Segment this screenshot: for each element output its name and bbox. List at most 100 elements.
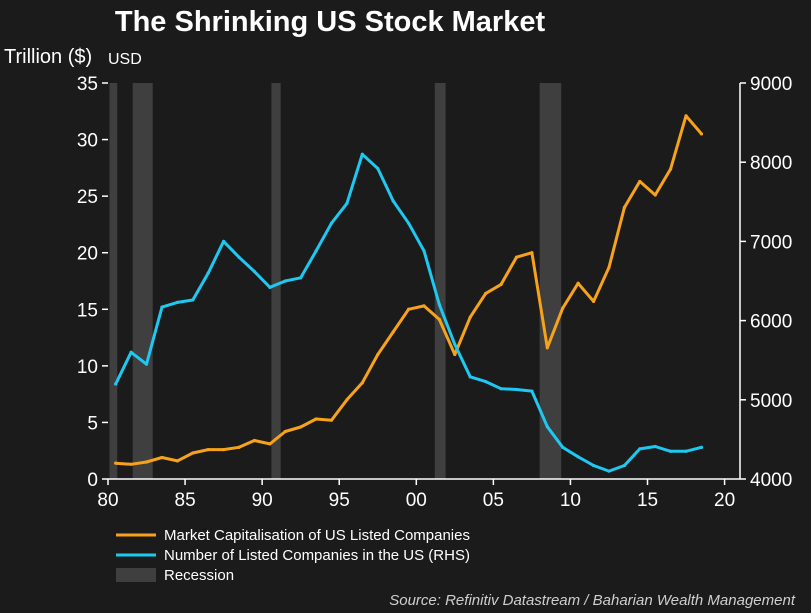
data-point-0 [591,299,596,303]
data-point-1 [530,389,534,393]
data-point-1 [237,255,241,259]
data-point-1 [684,449,688,453]
data-point-1 [222,239,226,243]
data-point-1 [468,375,472,379]
y-left-tick-label: 0 [87,470,98,491]
recession-band-0 [109,83,118,479]
data-point-1 [206,271,210,275]
legend-swatch-recession [116,568,156,582]
recession-band-4 [539,83,562,479]
data-point-0 [530,251,534,255]
data-point-1 [144,362,149,366]
y-left-tick-label: 5 [87,413,98,434]
x-tick-label: 80 [97,490,118,511]
x-tick-label: 15 [637,490,658,511]
series-line-0 [114,114,703,466]
data-point-1 [591,463,596,468]
data-point-0 [268,442,272,446]
data-point-0 [406,307,411,311]
data-point-1 [376,166,380,171]
data-point-0 [684,114,688,118]
recession-band-3 [434,83,446,479]
data-point-0 [314,417,318,421]
data-point-0 [514,255,519,259]
data-point-1 [129,350,133,354]
y-left-tick-label: 35 [77,74,98,95]
data-point-0 [561,306,565,310]
data-point-0 [468,315,472,319]
data-point-1 [653,444,657,449]
data-point-1 [576,455,580,459]
data-point-0 [453,352,457,357]
x-tick-label: 95 [329,490,350,511]
x-tick-label: 10 [560,490,581,511]
y-right-tick-label: 5000 [750,391,792,412]
chart-title: The Shrinking US Stock Market [114,6,546,38]
data-point-0 [638,179,642,184]
y-right-tick-label: 6000 [750,312,792,333]
data-point-0 [437,317,442,322]
data-point-0 [237,445,241,449]
data-point-0 [175,459,179,463]
data-point-1 [561,445,565,449]
x-tick-label: 90 [252,490,273,511]
y-left-tick-label: 30 [77,131,98,152]
recession-band-2 [271,83,281,479]
x-tick-label: 20 [714,490,735,511]
data-point-1 [160,305,164,309]
data-point-1 [669,449,673,453]
x-tick-label: 00 [406,490,427,511]
y-right-tick-label: 4000 [750,470,792,491]
data-point-1 [699,445,704,449]
data-point-0 [144,460,149,464]
data-point-1 [607,469,611,473]
data-point-1 [299,276,303,280]
data-point-0 [391,330,395,334]
data-point-1 [268,285,272,289]
data-point-0 [499,282,503,286]
data-point-0 [545,346,549,350]
data-point-1 [422,249,426,253]
data-point-0 [669,167,673,171]
y-left-tick-label: 25 [77,187,98,208]
data-point-0 [360,381,364,385]
data-point-1 [252,269,257,274]
data-point-1 [437,303,442,307]
legend-label-0: Market Capitalisation of US Listed Compa… [164,527,470,544]
series-line-1 [114,152,703,473]
data-point-0 [653,193,657,197]
data-point-1 [622,463,626,468]
data-point-1 [329,221,334,225]
y-left-tick-label: 20 [77,244,98,265]
y-right-tick-label: 8000 [750,153,792,174]
data-point-1 [283,279,287,283]
data-point-1 [175,300,179,304]
data-point-1 [545,425,549,429]
data-point-0 [376,352,380,357]
x-tick-label: 85 [175,490,196,511]
data-point-0 [206,447,210,452]
left-axis-label: Trillion ($) [4,46,93,68]
data-point-1 [345,201,349,205]
data-point-1 [638,447,642,451]
data-point-0 [129,462,133,466]
data-point-1 [191,298,195,302]
y-right-tick-label: 7000 [750,232,792,253]
left-axis-unit: USD [108,51,142,68]
data-point-0 [345,398,349,402]
data-point-0 [114,461,118,465]
data-point-0 [484,291,488,296]
y-right-tick-label: 9000 [750,74,792,95]
data-point-1 [499,387,503,391]
y-left-tick-label: 15 [77,300,98,321]
source-note: Source: Refinitiv Datastream / Baharian … [389,592,795,609]
legend-label-1: Number of Listed Companies in the US (RH… [164,547,470,564]
data-point-0 [191,451,195,455]
data-point-0 [222,447,226,452]
data-point-0 [699,132,704,136]
data-point-1 [484,379,488,384]
data-point-0 [329,418,334,422]
data-point-1 [453,342,457,346]
data-point-0 [622,205,626,210]
